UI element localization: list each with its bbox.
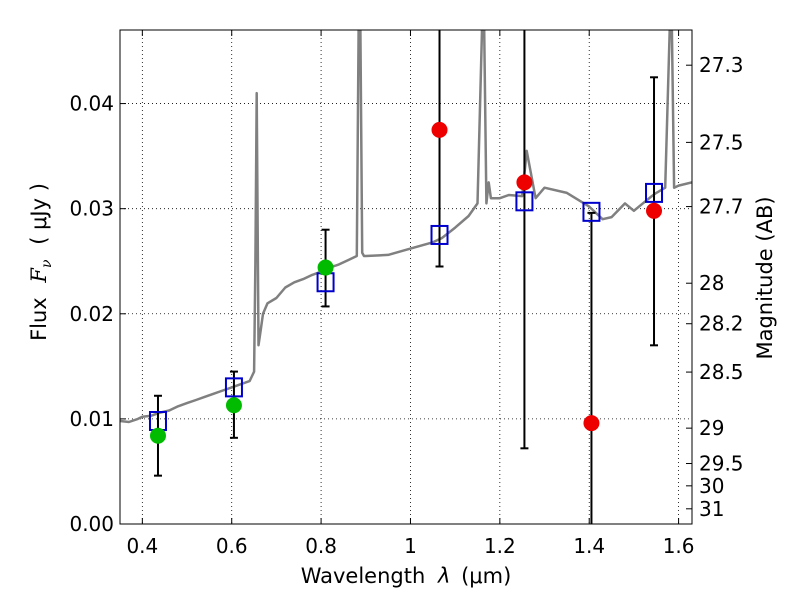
axes-frame <box>119 29 693 525</box>
x-axis-label-units: (μm) <box>461 564 511 588</box>
model-square <box>224 377 243 398</box>
model-square <box>515 191 534 212</box>
y-tick-label: 0.02 <box>69 302 114 326</box>
x-tick-label: 0.8 <box>305 534 337 558</box>
sed-line <box>120 30 692 424</box>
ticks: 0.4 0.6 0.8 1 1.2 1.4 1.6 0.00 0.01 0.02 0.03 0.04 2… <box>69 30 744 558</box>
y2-tick-label: 27.3 <box>699 53 744 77</box>
x-axis-label-symbol: λ <box>437 564 450 588</box>
model-square <box>645 182 664 203</box>
y2-tick-label: 28.5 <box>699 360 744 384</box>
y-tick-label: 0.01 <box>69 407 114 431</box>
detection-point <box>225 397 242 414</box>
y2-tick-label: 29.5 <box>699 452 744 476</box>
y2-tick-label: 29 <box>699 416 724 440</box>
y-axis-label-symbol: F <box>27 267 51 284</box>
upper-point <box>431 121 448 138</box>
plot-area <box>120 30 692 524</box>
model-square <box>582 201 601 222</box>
y2-tick-label: 31 <box>699 497 724 521</box>
x-tick-label: 1.6 <box>663 534 695 558</box>
upper-point <box>583 415 600 432</box>
y2-tick-label: 30 <box>699 474 724 498</box>
detection-point <box>149 427 166 444</box>
x-tick-label: 1.2 <box>484 534 516 558</box>
y-tick-label: 0.00 <box>69 512 114 536</box>
y-axis-label-subscript: ν <box>39 259 55 268</box>
y2-axis-label: Magnitude (AB) <box>753 196 777 359</box>
x-axis-label-prefix: Wavelength <box>301 564 426 588</box>
x-axis-label: Wavelength λ (μm) <box>301 564 512 588</box>
grid <box>120 30 692 525</box>
y2-tick-label: 28 <box>699 271 724 295</box>
upper-point <box>516 174 533 191</box>
model-square <box>430 224 449 245</box>
x-tick-label: 0.4 <box>126 534 158 558</box>
y-tick-label: 0.03 <box>69 197 114 221</box>
upper-point <box>646 202 663 219</box>
y2-tick-label: 27.5 <box>699 130 744 154</box>
y-axis-label-units: ( μJy ) <box>27 183 51 245</box>
y2-tick-label: 27.7 <box>699 195 744 219</box>
y-axis-label-prefix: Flux <box>27 297 51 341</box>
y-tick-label: 0.04 <box>69 92 114 116</box>
y2-tick-label: 28.2 <box>699 312 744 336</box>
x-tick-label: 1.4 <box>573 534 605 558</box>
x-tick-label: 1 <box>404 534 417 558</box>
detection-point <box>317 259 334 276</box>
y-axis-label: Flux Fν ( μJy ) <box>27 183 56 341</box>
x-tick-label: 0.6 <box>216 534 248 558</box>
